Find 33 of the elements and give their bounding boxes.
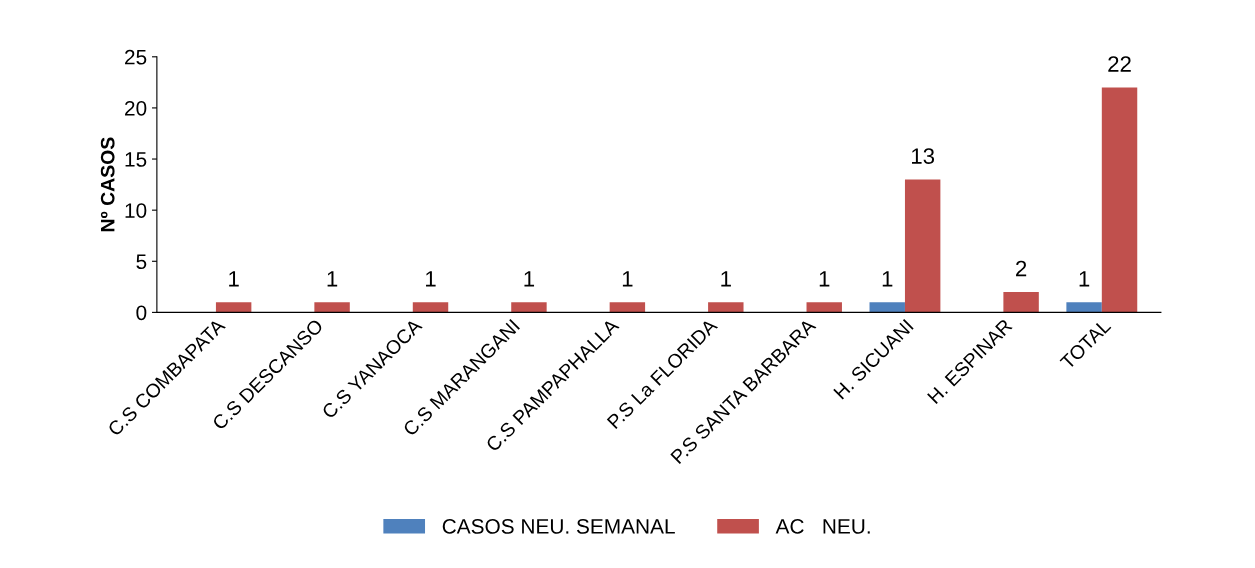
bar (609, 302, 646, 313)
data-label: 1 (882, 271, 893, 287)
bar (412, 302, 449, 313)
data-label: 1 (819, 271, 830, 287)
data-label: 1 (622, 271, 633, 287)
legend-label: CASOS NEU. SEMANAL (442, 519, 675, 534)
data-label: 1 (229, 271, 239, 287)
data-label: 22 (1108, 56, 1131, 72)
bar (869, 302, 905, 313)
bar (1066, 302, 1102, 313)
y-tick-label: 15 (125, 152, 147, 167)
data-label: 1 (426, 271, 436, 287)
bar (1003, 291, 1039, 313)
data-label: 1 (1079, 271, 1090, 287)
bar (314, 302, 350, 313)
bar (904, 179, 941, 313)
data-label: 1 (721, 271, 731, 287)
y-axis-title: Nº CASOS (100, 137, 115, 232)
bar (511, 302, 547, 313)
y-tick-label: 20 (125, 100, 147, 116)
data-label: 1 (524, 271, 535, 287)
data-label: 13 (912, 148, 935, 164)
y-tick-label: 5 (136, 254, 147, 270)
legend-label: AC NEU. (775, 519, 870, 534)
data-label: 2 (1016, 260, 1027, 277)
bar (708, 302, 744, 313)
bar (215, 302, 252, 313)
data-label: 1 (327, 271, 338, 287)
bar (1101, 87, 1138, 313)
y-tick-label: 10 (125, 203, 147, 218)
y-tick-label: 0 (136, 305, 147, 321)
bar (806, 302, 842, 313)
y-tick-label: 25 (125, 49, 147, 65)
